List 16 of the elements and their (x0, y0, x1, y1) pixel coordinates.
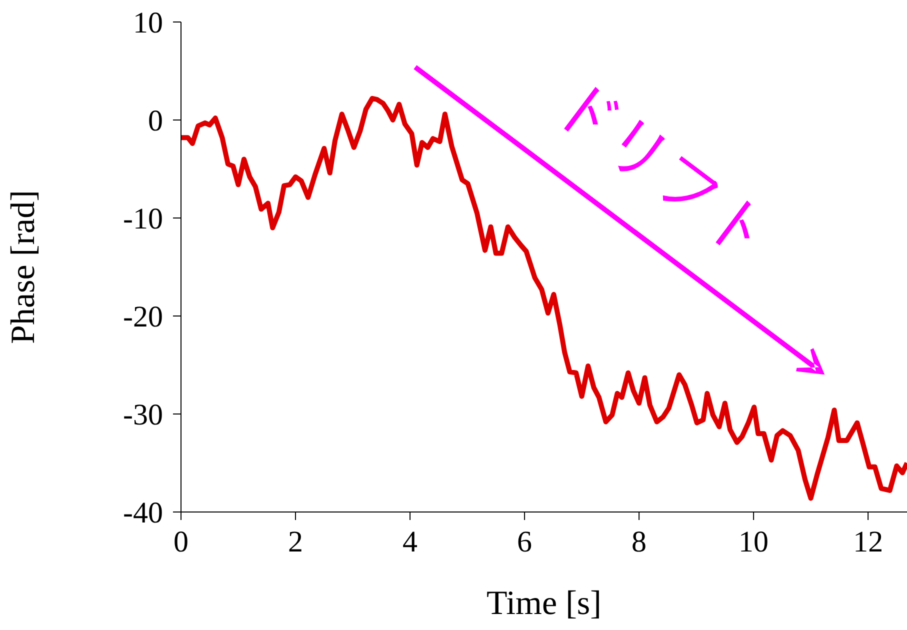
y-tick-label: -10 (123, 202, 163, 236)
x-tick-label: 6 (517, 525, 532, 558)
x-tick-label: 0 (174, 525, 188, 558)
annotation: ドリフト (542, 62, 788, 272)
y-tick-label: 0 (148, 104, 163, 138)
y-tick-label: -30 (123, 398, 163, 432)
x-axis-title: Time [s] (486, 585, 602, 622)
x-tick-label: 8 (632, 525, 647, 558)
y-axis-title: Phase [rad] (5, 190, 42, 344)
x-tick-label: 2 (288, 525, 304, 558)
y-tick-label: -20 (123, 300, 163, 334)
x-tick-label: 4 (402, 525, 418, 558)
x-tick-label: 10 (738, 525, 769, 558)
x-tick-label: 12 (853, 525, 884, 558)
y-tick-label: 10 (133, 6, 163, 40)
y-tick-label: -40 (123, 496, 163, 530)
